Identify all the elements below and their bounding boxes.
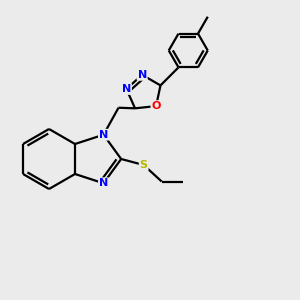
Text: N: N <box>99 178 108 188</box>
Text: O: O <box>152 101 161 111</box>
Text: N: N <box>122 84 131 94</box>
Text: N: N <box>99 130 108 140</box>
Text: N: N <box>137 70 147 80</box>
Text: S: S <box>140 160 148 170</box>
